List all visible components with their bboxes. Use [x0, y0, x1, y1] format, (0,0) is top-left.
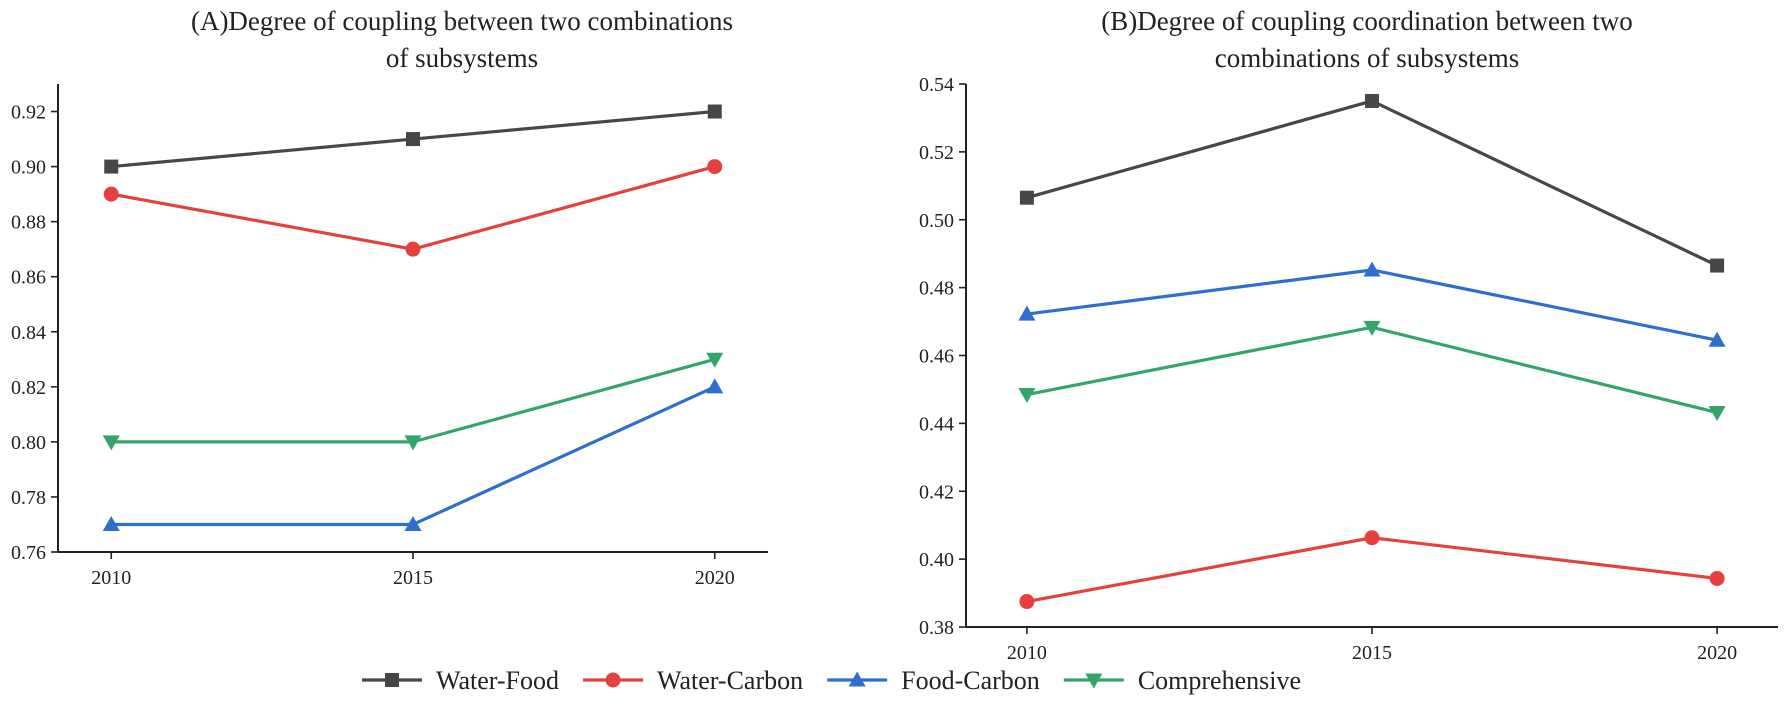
chart-a-point-water-carbon-2015: [405, 241, 421, 257]
chart-b-y-tick-label: 0.42: [919, 481, 954, 503]
chart-b-point-food-carbon-2010: [1018, 305, 1036, 321]
chart-a-series-line-food-carbon: [111, 385, 716, 527]
chart-a-x-tick-label: 2010: [91, 567, 131, 589]
chart-a-y-tick-label: 0.92: [11, 102, 46, 124]
chart-b-y-tick-label: 0.52: [919, 142, 954, 164]
chart-a-y-tick-label: 0.86: [11, 267, 46, 289]
chart-a-title-line-2: of subsystems: [386, 43, 538, 73]
chart-b-series-line-comprehensive: [1026, 325, 1718, 415]
chart-a-y-tick-label: 0.76: [11, 542, 46, 564]
chart-a-point-water-carbon-2020: [707, 159, 723, 175]
chart-b-point-water-carbon-2015: [1364, 530, 1380, 546]
chart-a-point-comprehensive-2015: [404, 435, 422, 451]
chart-b-y-tick-label: 0.38: [919, 617, 954, 639]
chart-b-point-food-carbon-2015: [1363, 261, 1381, 277]
chart-a-x-tick-label: 2015: [393, 567, 433, 589]
chart-a-series-line-water-carbon: [110, 165, 716, 251]
chart-a-y-tick-label: 0.88: [11, 212, 46, 234]
chart-a-point-water-food-2010: [104, 159, 119, 174]
legend-label-water-carbon: Water-Carbon: [657, 666, 803, 695]
chart-a-point-food-carbon-2020: [706, 378, 724, 394]
chart-a-point-water-food-2015: [406, 132, 420, 147]
chart-b-y-tick-label: 0.44: [919, 413, 954, 435]
chart-b-point-comprehensive-2010: [1018, 388, 1036, 404]
chart-b-coupling-coordination: (B)Degree of coupling coordination betwe…: [919, 6, 1778, 664]
chart-b-series-line-water-food: [1026, 99, 1718, 268]
chart-a-y-tick-label: 0.80: [11, 432, 46, 454]
chart-a-point-water-food-2020: [707, 104, 722, 119]
legend-label-comprehensive: Comprehensive: [1138, 666, 1301, 695]
chart-b-point-comprehensive-2020: [1708, 406, 1726, 422]
chart-b-point-water-food-2010: [1019, 190, 1034, 205]
legend-label-food-carbon: Food-Carbon: [901, 666, 1040, 695]
chart-a-title-line-1: (A)Degree of coupling between two combin…: [191, 6, 733, 36]
chart-a-point-comprehensive-2010: [102, 435, 120, 451]
chart-b-y-tick-label: 0.40: [919, 549, 954, 571]
chart-a-point-water-carbon-2010: [103, 186, 119, 202]
chart-a-point-comprehensive-2020: [706, 352, 724, 368]
chart-b-series-line-water-carbon: [1026, 536, 1718, 604]
chart-b-x-tick-label: 2020: [1697, 642, 1737, 664]
chart-b-point-water-carbon-2010: [1019, 594, 1035, 610]
chart-a-y-tick-label: 0.82: [11, 377, 46, 399]
legend-marker-water-carbon: [605, 672, 621, 688]
chart-a-y-tick-label: 0.90: [11, 157, 46, 179]
chart-a-point-food-carbon-2010: [102, 515, 120, 531]
chart-b-title-line-2: combinations of subsystems: [1215, 43, 1520, 73]
chart-a-y-tick-label: 0.78: [11, 487, 46, 509]
chart-a-point-food-carbon-2015: [404, 515, 422, 531]
chart-a-y-tick-label: 0.84: [11, 322, 46, 344]
chart-b-point-water-food-2020: [1710, 258, 1725, 273]
chart-b-x-tick-label: 2010: [1007, 642, 1047, 664]
chart-b-y-tick-label: 0.50: [919, 210, 954, 232]
legend: Water-Food Water-Carbon Food-Carbon Compreh…: [362, 666, 1301, 695]
legend-marker-food-carbon: [848, 671, 866, 687]
chart-b-point-comprehensive-2015: [1363, 320, 1381, 336]
chart-b-point-food-carbon-2020: [1708, 331, 1726, 347]
legend-marker-water-food: [385, 673, 399, 687]
chart-b-y-tick-label: 0.48: [919, 278, 954, 300]
chart-b-x-tick-label: 2015: [1352, 642, 1392, 664]
chart-b-point-water-food-2015: [1365, 93, 1379, 108]
chart-b-title-line-1: (B)Degree of coupling coordination betwe…: [1101, 6, 1633, 36]
chart-b-y-tick-label: 0.46: [919, 346, 954, 368]
chart-a-x-tick-label: 2020: [695, 567, 735, 589]
legend-label-water-food: Water-Food: [436, 666, 559, 695]
chart-b-point-water-carbon-2020: [1709, 570, 1725, 586]
legend-marker-comprehensive: [1085, 673, 1103, 689]
chart-b-y-tick-label: 0.54: [919, 74, 954, 96]
chart-a-coupling: (A)Degree of coupling between two combin…: [11, 6, 768, 589]
